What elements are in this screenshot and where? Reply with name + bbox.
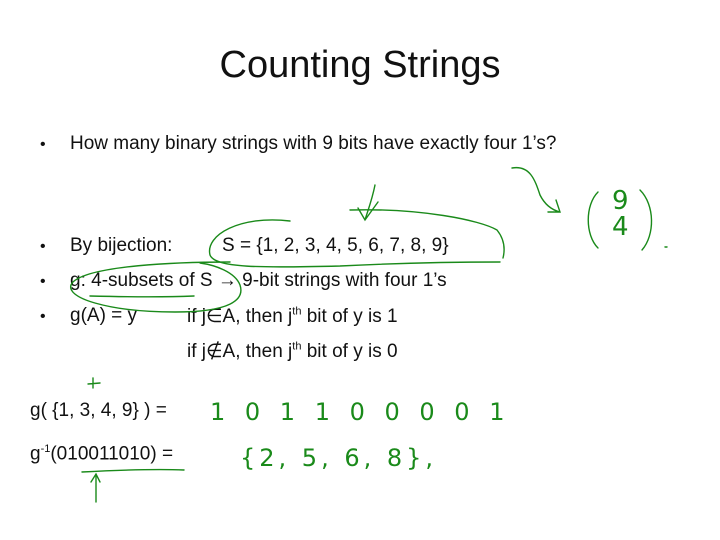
- handwritten-answer-1: 1 0 1 1 0 0 0 0 1: [210, 398, 511, 426]
- bullet-dot: •: [40, 136, 46, 153]
- binom-top: 9: [612, 186, 629, 216]
- bullet-dot: •: [40, 238, 46, 255]
- function-g-definition: g: 4-subsets of S → 9-bit strings with f…: [70, 270, 447, 291]
- underline-binary: [81, 468, 185, 473]
- bullet-dot: •: [40, 308, 46, 325]
- subsets-underline: [89, 295, 195, 298]
- rule-sup: th: [292, 340, 302, 353]
- rule-in-a: if j∈A, then jth bit of y is 1: [187, 305, 398, 328]
- question-text: How many binary strings with 9 bits have…: [70, 133, 557, 154]
- arrow-down-icon: [357, 184, 379, 222]
- rule-text: if j∈A, then j: [187, 306, 293, 327]
- rule-not-in-a: if j∉A, then jth bit of y is 0: [187, 340, 398, 363]
- handwritten-answer-2: {2, 5, 6, 8},: [240, 444, 438, 472]
- binom-left-paren: [587, 191, 599, 249]
- slide-title: Counting Strings: [219, 44, 501, 86]
- inverse-sup: -1: [40, 443, 51, 455]
- rule-sup: th: [292, 305, 302, 318]
- bullet-dot: •: [40, 273, 46, 290]
- bijection-label: By bijection:: [70, 235, 173, 256]
- rule-rest: bit of y is 0: [301, 341, 398, 362]
- arrow-up-icon: [90, 472, 101, 503]
- rule-text: if j∉A, then j: [187, 341, 293, 362]
- binom-bottom: 4: [612, 212, 629, 242]
- rule-rest: bit of y is 1: [301, 306, 398, 327]
- binom-right-paren: [639, 189, 653, 251]
- example-g: g( {1, 3, 4, 9} ) =: [30, 400, 167, 421]
- check-mark-1: [87, 377, 101, 389]
- set-s-definition: S = {1, 2, 3, 4, 5, 6, 7, 8, 9}: [222, 235, 449, 256]
- example-g-inverse: g-1(010011010) =: [30, 443, 173, 465]
- example-text: (010011010) =: [50, 443, 174, 465]
- g-of-a-label: g(A) = y: [70, 305, 138, 326]
- arrow-to-binomial: [511, 166, 561, 213]
- g-prefix: g: [30, 443, 41, 465]
